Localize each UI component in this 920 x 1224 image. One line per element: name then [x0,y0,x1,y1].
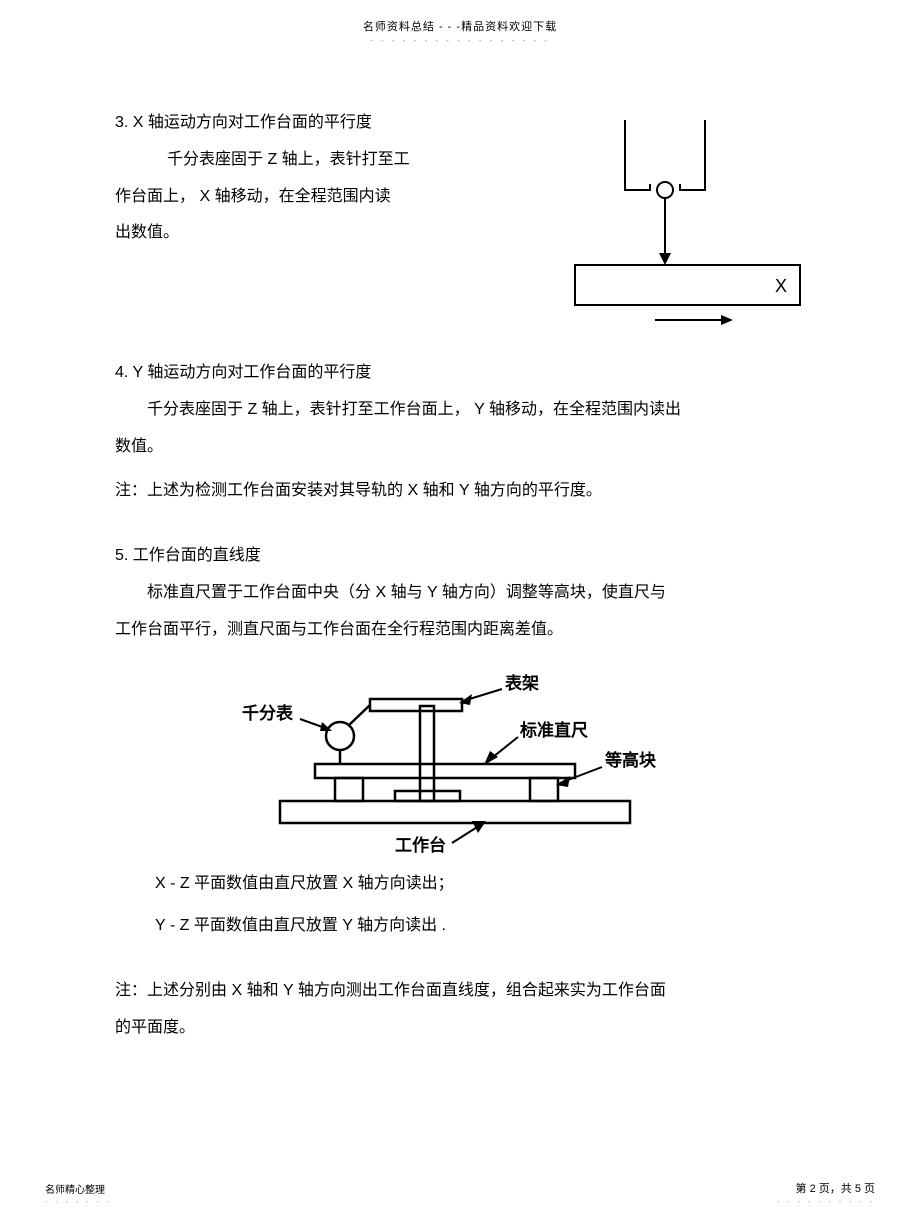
section-3-line3: 出数值。 [115,215,495,252]
section-4: 4. Y 轴运动方向对工作台面的平行度 千分表座固于 Z 轴上，表针打至工作台面… [115,355,805,510]
diagram-straightness: 千分表 表架 标准直尺 等高块 工作台 [220,661,700,856]
label-frame: 表架 [505,673,539,693]
page-content: 3. X 轴运动方向对工作台面的平行度 千分表座固于 Z 轴上，表针打至工 作台… [0,45,920,1047]
section-5: 5. 工作台面的直线度 标准直尺置于工作台面中央（分 X 轴与 Y 轴方向）调整… [115,538,805,1047]
label-block: 等高块 [605,750,657,770]
diagram-x-axis: X [525,115,805,335]
section-3: 3. X 轴运动方向对工作台面的平行度 千分表座固于 Z 轴上，表针打至工 作台… [115,105,805,345]
footer-left: 名师精心整理 [45,1181,105,1196]
section-3-line1: 千分表座固于 Z 轴上，表针打至工 [115,142,495,179]
section-3-line2: 作台面上， X 轴移动，在全程范围内读 [115,179,495,216]
section-3-text: 3. X 轴运动方向对工作台面的平行度 千分表座固于 Z 轴上，表针打至工 作台… [115,105,495,252]
label-gauge: 千分表 [242,703,294,723]
diagram-x-label: X [775,276,787,296]
header-dots: - - - - - - - - - - - - - - - - - [0,36,920,45]
section-5-note: 注：上述分别由 X 轴和 Y 轴方向测出工作台面直线度，组合起来实为工作台面 [115,973,805,1010]
footer-dots-right: - - - - - - - - - - [777,1199,875,1206]
section-4-line1: 千分表座固于 Z 轴上，表针打至工作台面上， Y 轴移动，在全程范围内读出 [115,392,805,429]
section-5-line1: 标准直尺置于工作台面中央（分 X 轴与 Y 轴方向）调整等高块，使直尺与 [115,575,805,612]
label-table: 工作台 [395,835,446,855]
section-4-note: 注：上述为检测工作台面安装对其导轨的 X 轴和 Y 轴方向的平行度。 [115,473,805,510]
section-4-line2: 数值。 [115,429,805,466]
section-5-heading: 5. 工作台面的直线度 [115,538,805,575]
footer-right: 第 2 页，共 5 页 [796,1180,875,1196]
page-header: 名师资料总结 - - -精品资料欢迎下载 [0,0,920,34]
section-5-formula1: X - Z 平面数值由直尺放置 X 轴方向读出； [115,866,805,903]
section-5-line2: 工作台面平行，测直尺面与工作台面在全行程范围内距离差值。 [115,612,805,649]
label-ruler: 标准直尺 [520,720,588,740]
section-5-note2: 的平面度。 [115,1010,805,1047]
section-4-heading: 4. Y 轴运动方向对工作台面的平行度 [115,355,805,392]
section-3-heading: 3. X 轴运动方向对工作台面的平行度 [115,105,495,142]
footer-dots-left: - - - - - - - [45,1199,112,1206]
section-5-formula2: Y - Z 平面数值由直尺放置 Y 轴方向读出 . [115,908,805,945]
